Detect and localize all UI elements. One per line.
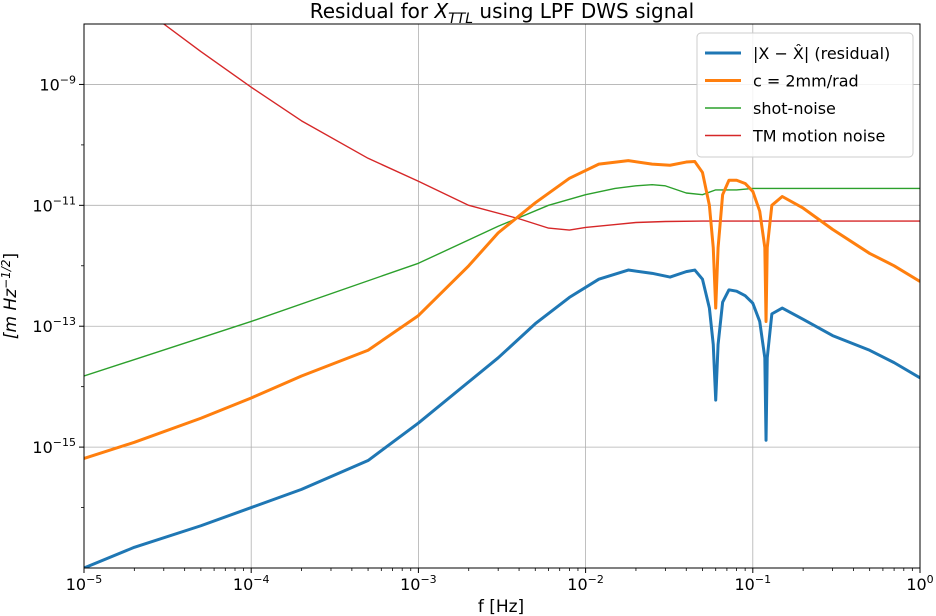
legend-box (696, 32, 914, 158)
x-tick-label: 10−5 (66, 573, 103, 594)
x-axis-label: f [Hz] (478, 597, 524, 616)
y-tick-label: 10−15 (32, 436, 76, 457)
x-tick-label: 10−1 (735, 573, 772, 594)
x-tick-label: 10−4 (233, 573, 270, 594)
legend: |X − X̂| (residual) c = 2mm/rad shot-noise… (696, 32, 914, 158)
plot-area (84, 24, 920, 568)
legend-label: |X − X̂| (residual) (753, 44, 890, 63)
y-tick-label: 10−11 (32, 194, 76, 215)
series-line-0 (84, 268, 920, 568)
x-tick-label: 100 (906, 573, 933, 594)
x-tick-label: 10−2 (567, 573, 604, 594)
series-line-1 (84, 159, 920, 460)
series-line-2 (84, 183, 920, 377)
axis-ticks: 10−5 10−4 10−3 10−2 10−1 100 10−9 10−11 10−13 10−… (32, 73, 933, 594)
plot-frame (83, 23, 921, 569)
series-line-3 (162, 24, 920, 231)
legend-label: TM motion noise (752, 127, 885, 146)
y-axis-label: [m Hz−1/2] (0, 253, 21, 339)
chart-title: Residual for XTTL using LPF DWS signal (310, 0, 695, 27)
y-tick-label: 10−9 (39, 73, 76, 94)
legend-label: c = 2mm/rad (753, 72, 859, 91)
legend-label: shot-noise (753, 99, 836, 118)
y-tick-label: 10−13 (32, 315, 76, 336)
x-tick-label: 10−3 (400, 573, 437, 594)
